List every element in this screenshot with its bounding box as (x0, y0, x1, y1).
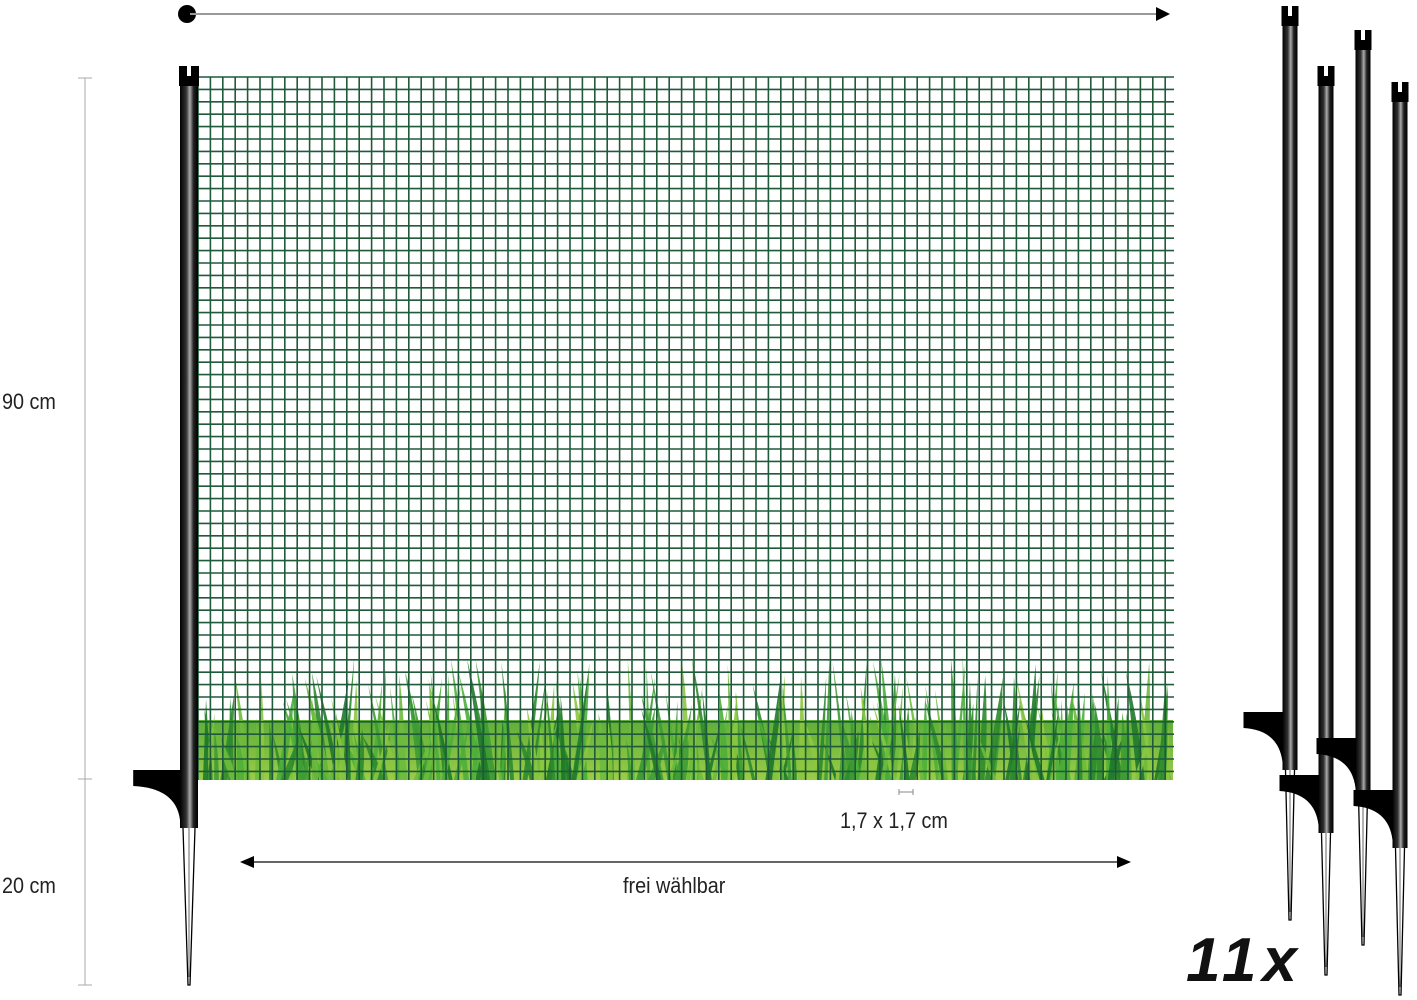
fence-pole (1353, 82, 1409, 996)
mesh-size-label: 1,7 x 1,7 cm (840, 808, 948, 833)
height-above-ground-label: 90 cm (2, 389, 56, 414)
mesh-size-marker (898, 789, 914, 795)
length-arrow (240, 856, 1131, 868)
top-length-arrow (178, 5, 1170, 23)
fence-pole (1279, 66, 1335, 976)
pole-count-label: 11x (1186, 926, 1303, 995)
height-below-ground-label: 20 cm (2, 873, 56, 898)
fence-pole (1243, 6, 1299, 921)
height-dimension-line (78, 77, 92, 986)
poles (133, 6, 1409, 996)
length-label: frei wählbar (623, 873, 726, 898)
net-mesh (197, 76, 1174, 780)
fence-pole (133, 66, 199, 986)
grass (198, 655, 1173, 780)
fence-pole (1316, 30, 1372, 946)
